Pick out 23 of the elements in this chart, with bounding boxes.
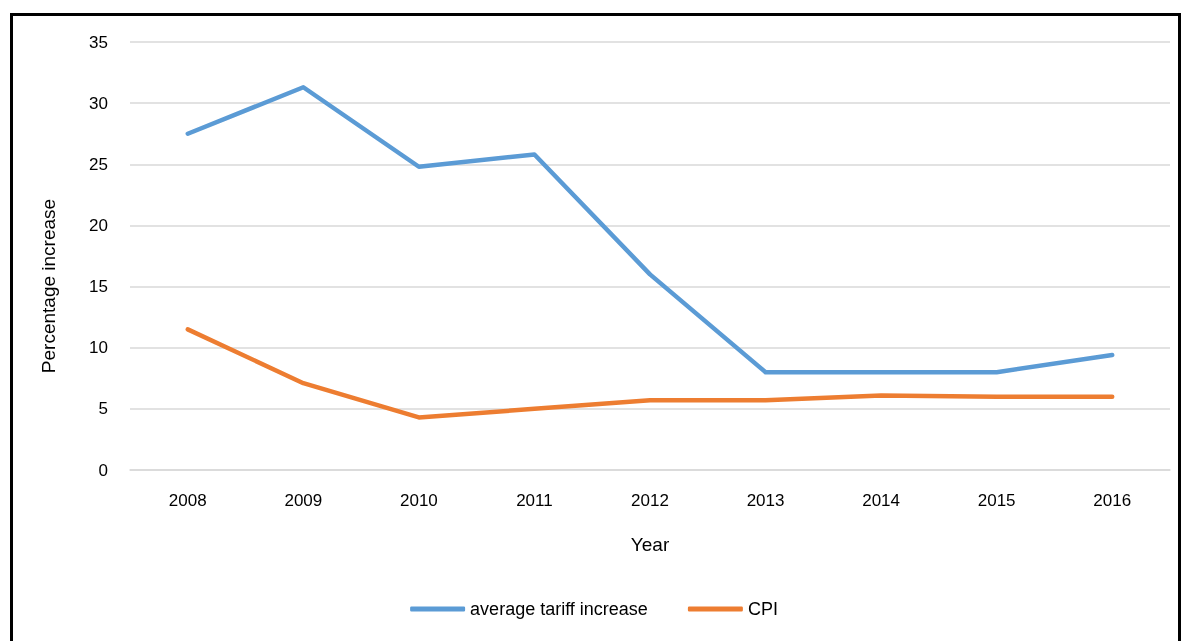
y-tick-label: 10: [89, 338, 108, 358]
x-tick-label: 2015: [977, 491, 1016, 510]
y-tick-label: 35: [89, 32, 108, 52]
y-tick-label: 25: [89, 154, 108, 174]
y-tick-label: 0: [98, 460, 108, 480]
legend-label: CPI: [747, 599, 778, 619]
x-tick-label: 2009: [284, 491, 323, 510]
x-tick-label: 2014: [862, 491, 901, 510]
y-axis-title: Percentage increase: [38, 198, 59, 374]
line-series: [185, 85, 1115, 375]
x-axis-title: Year: [630, 534, 670, 555]
x-tick-label: 2016: [1093, 491, 1132, 510]
x-tick-label: 2011: [516, 491, 553, 510]
x-tick-label: 2008: [168, 491, 207, 510]
x-tick-label: 2013: [746, 491, 785, 510]
y-tick-label: 15: [89, 277, 108, 297]
y-tick-label: 30: [89, 93, 108, 113]
legend-label: average tariff increase: [470, 599, 648, 619]
y-tick-label: 20: [89, 215, 108, 235]
line-series: [185, 327, 1115, 420]
x-tick-label: 2010: [399, 491, 438, 510]
y-tick-label: 5: [98, 399, 108, 419]
x-tick-label: 2012: [631, 491, 669, 510]
